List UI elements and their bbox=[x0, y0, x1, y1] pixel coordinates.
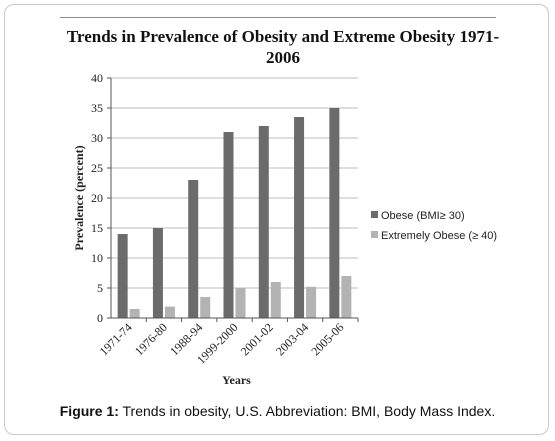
legend-swatch bbox=[371, 211, 378, 218]
caption-label: Figure 1: bbox=[59, 403, 119, 419]
bar-extremely-obese bbox=[341, 276, 352, 318]
bar-extremely-obese bbox=[270, 282, 281, 318]
y-axis-label: Prevalence (percent) bbox=[72, 145, 86, 250]
y-tick-label: 25 bbox=[91, 161, 103, 175]
x-tick-label: 1976-80 bbox=[132, 320, 170, 358]
x-tick-label: 2005-06 bbox=[308, 320, 346, 358]
bar-obese bbox=[117, 234, 128, 318]
legend-label: Obese (BMI≥ 30) bbox=[381, 210, 465, 222]
bar-extremely-obese bbox=[306, 286, 317, 318]
x-axis-label: Years bbox=[222, 373, 251, 387]
bar-extremely-obese bbox=[164, 306, 175, 318]
top-rule bbox=[60, 17, 496, 18]
bar-extremely-obese bbox=[235, 288, 246, 318]
y-tick-label: 20 bbox=[91, 191, 103, 205]
figure-caption: Figure 1: Trends in obesity, U.S. Abbrev… bbox=[0, 403, 555, 419]
x-tick-label: 1971-74 bbox=[97, 320, 135, 358]
bar-obese bbox=[188, 180, 199, 318]
y-tick-label: 40 bbox=[91, 71, 103, 85]
bar-obese bbox=[329, 108, 340, 318]
y-tick-label: 10 bbox=[91, 251, 103, 265]
bar-extremely-obese bbox=[129, 309, 140, 318]
legend-swatch bbox=[371, 231, 378, 238]
legend-label: Extremely Obese (≥ 40) bbox=[381, 230, 497, 242]
y-tick-label: 35 bbox=[91, 101, 103, 115]
bars-layer bbox=[117, 108, 352, 318]
legend-layer: Obese (BMI≥ 30) Extremely Obese (≥ 40) bbox=[371, 210, 497, 242]
x-tick-label: 2003-04 bbox=[273, 320, 311, 358]
figure-frame bbox=[4, 4, 549, 435]
bar-obese bbox=[294, 117, 305, 318]
caption-text: Trends in obesity, U.S. Abbreviation: BM… bbox=[118, 403, 496, 419]
grid-layer bbox=[111, 77, 358, 319]
bar-obese bbox=[223, 132, 234, 318]
y-tick-label: 0 bbox=[97, 311, 103, 325]
bar-obese bbox=[258, 126, 269, 318]
axis-layer: 05101520253035401971-741976-801988-94199… bbox=[72, 71, 359, 387]
x-tick-label: 2001-02 bbox=[238, 320, 276, 358]
bar-extremely-obese bbox=[200, 297, 211, 318]
bar-obese bbox=[152, 228, 163, 318]
chart-title: Trends in Prevalence of Obesity and Extr… bbox=[66, 27, 500, 67]
y-tick-label: 30 bbox=[91, 131, 103, 145]
y-tick-label: 5 bbox=[97, 281, 103, 295]
y-tick-label: 15 bbox=[91, 221, 103, 235]
